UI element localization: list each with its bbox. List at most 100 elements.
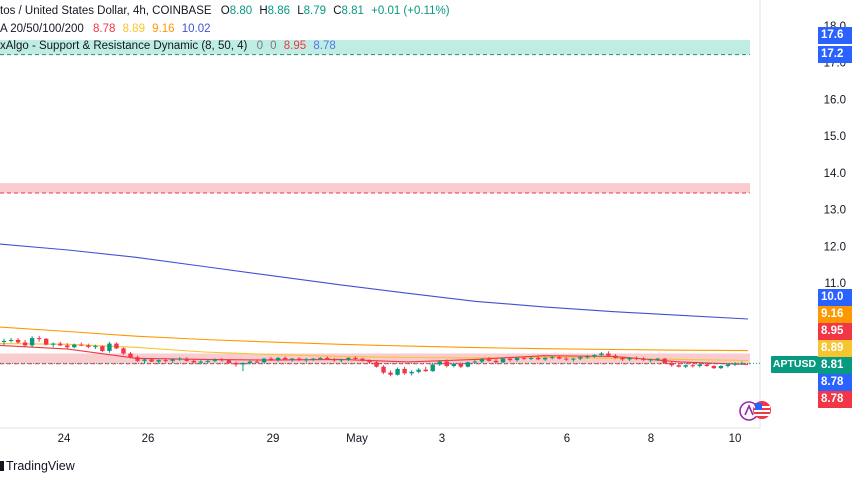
sr-resistance-value: 8.95	[283, 40, 307, 52]
candle-body-93	[655, 358, 660, 360]
candle-body-63	[444, 361, 449, 366]
candle-body-21	[149, 359, 154, 362]
candle-body-35	[247, 361, 253, 364]
x-tick-label: 26	[142, 433, 155, 445]
legend-symbol: tos / United States Dollar, 4h, COINBASE	[0, 5, 212, 17]
candle-body-84	[592, 354, 597, 357]
candle-body-76	[535, 357, 541, 360]
candle-body-28	[198, 361, 203, 363]
ma-indicator-label: A 20/50/100/200	[0, 23, 84, 35]
candle-body-102	[718, 365, 724, 369]
candle-body-65	[458, 363, 464, 367]
candle-body-16	[114, 343, 119, 349]
candle-body-87	[613, 355, 618, 358]
ohlc-low-value: 8.79	[303, 5, 327, 17]
ma50-value: 8.89	[122, 23, 145, 35]
sr-zone-2	[0, 183, 750, 194]
ma100-value: 9.16	[152, 23, 175, 35]
candle-body-85	[599, 353, 604, 355]
candle-body-37	[261, 358, 267, 363]
symbol-price-tag: APTUSD	[771, 356, 818, 373]
candle-body-17	[121, 348, 126, 354]
candle-body-12	[86, 345, 91, 347]
price-tag: 8.95	[818, 323, 852, 340]
candle-body-6	[43, 338, 49, 345]
candle-body-49	[346, 357, 351, 360]
x-tick-label: 8	[648, 433, 654, 445]
legend-ma-row[interactable]: A 20/50/100/200 8.78 8.89 9.16 10.02	[0, 21, 211, 37]
legend-sr-row[interactable]: xAlgo - Support & Resistance Dynamic (8,…	[0, 38, 336, 54]
candle-body-71	[500, 358, 506, 363]
y-tick-label: 14.0	[824, 168, 846, 180]
candle-body-50	[353, 357, 358, 359]
candle-body-38	[268, 358, 274, 361]
candle-body-55	[388, 372, 393, 375]
candle-body-99	[697, 364, 703, 366]
candle-body-90	[634, 357, 639, 359]
ma-line-1	[0, 243, 749, 320]
sr-indicator-label: xAlgo - Support & Resistance Dynamic (8,…	[0, 40, 248, 52]
ma-line-2	[0, 326, 749, 352]
y-tick-label: 13.0	[824, 205, 846, 217]
candle-body-66	[465, 362, 471, 367]
candle-body-31	[219, 359, 225, 361]
y-tick-label: 12.0	[824, 241, 846, 253]
candle-body-32	[226, 360, 232, 364]
candle-body-105	[739, 363, 745, 365]
candle-body-14	[100, 346, 105, 351]
candle-body-4	[29, 338, 35, 346]
replay-flag-icon[interactable]	[737, 400, 777, 422]
price-tag: 8.78	[818, 391, 852, 408]
x-tick-label: 24	[58, 433, 71, 445]
candle-body-0	[1, 341, 7, 343]
candle-body-82	[578, 357, 583, 359]
candle-body-51	[360, 358, 365, 361]
candle-body-27	[191, 360, 196, 363]
candle-body-73	[514, 357, 520, 361]
legend-symbol-row: tos / United States Dollar, 4h, COINBASE…	[0, 3, 450, 19]
candle-body-13	[93, 346, 98, 348]
tradingview-brand[interactable]: TradingView	[0, 459, 75, 473]
candle-body-79	[557, 357, 562, 359]
candle-body-7	[50, 343, 56, 345]
x-tick-label: 6	[564, 433, 570, 445]
candle-body-11	[79, 344, 84, 346]
candle-body-30	[212, 359, 218, 361]
candle-body-69	[486, 359, 492, 361]
candle-body-45	[318, 357, 323, 359]
price-tag: 10.0	[818, 289, 852, 306]
candle-body-92	[648, 359, 653, 361]
x-tick-label: 3	[439, 433, 445, 445]
tradingview-logo-icon	[0, 461, 4, 471]
price-tag: 17.6	[818, 27, 852, 44]
candle-body-101	[711, 365, 717, 369]
price-tag: 8.81	[818, 357, 852, 374]
ma20-value: 8.78	[92, 23, 116, 35]
candle-body-64	[451, 363, 457, 366]
candle-body-100	[704, 364, 710, 366]
candle-body-40	[282, 357, 288, 360]
candle-body-56	[395, 368, 400, 375]
candle-body-2	[15, 339, 21, 343]
candle-body-86	[606, 353, 611, 356]
candle-body-48	[339, 359, 344, 361]
candle-body-9	[65, 345, 70, 348]
brand-name: TradingView	[6, 459, 75, 473]
candle-body-95	[669, 363, 674, 366]
candle-body-57	[402, 368, 407, 374]
candle-body-75	[528, 357, 534, 359]
candle-body-61	[430, 364, 435, 372]
candle-body-58	[409, 371, 414, 374]
ma200-value: 10.02	[181, 23, 211, 35]
ohlc-open-label: O	[220, 5, 230, 17]
candle-body-22	[156, 360, 161, 362]
candle-body-43	[304, 359, 309, 361]
candle-body-81	[571, 358, 576, 360]
candle-body-46	[325, 357, 330, 360]
candle-body-89	[627, 357, 632, 360]
candle-body-3	[22, 342, 28, 346]
candle-body-26	[184, 358, 189, 361]
candle-body-23	[163, 360, 168, 362]
